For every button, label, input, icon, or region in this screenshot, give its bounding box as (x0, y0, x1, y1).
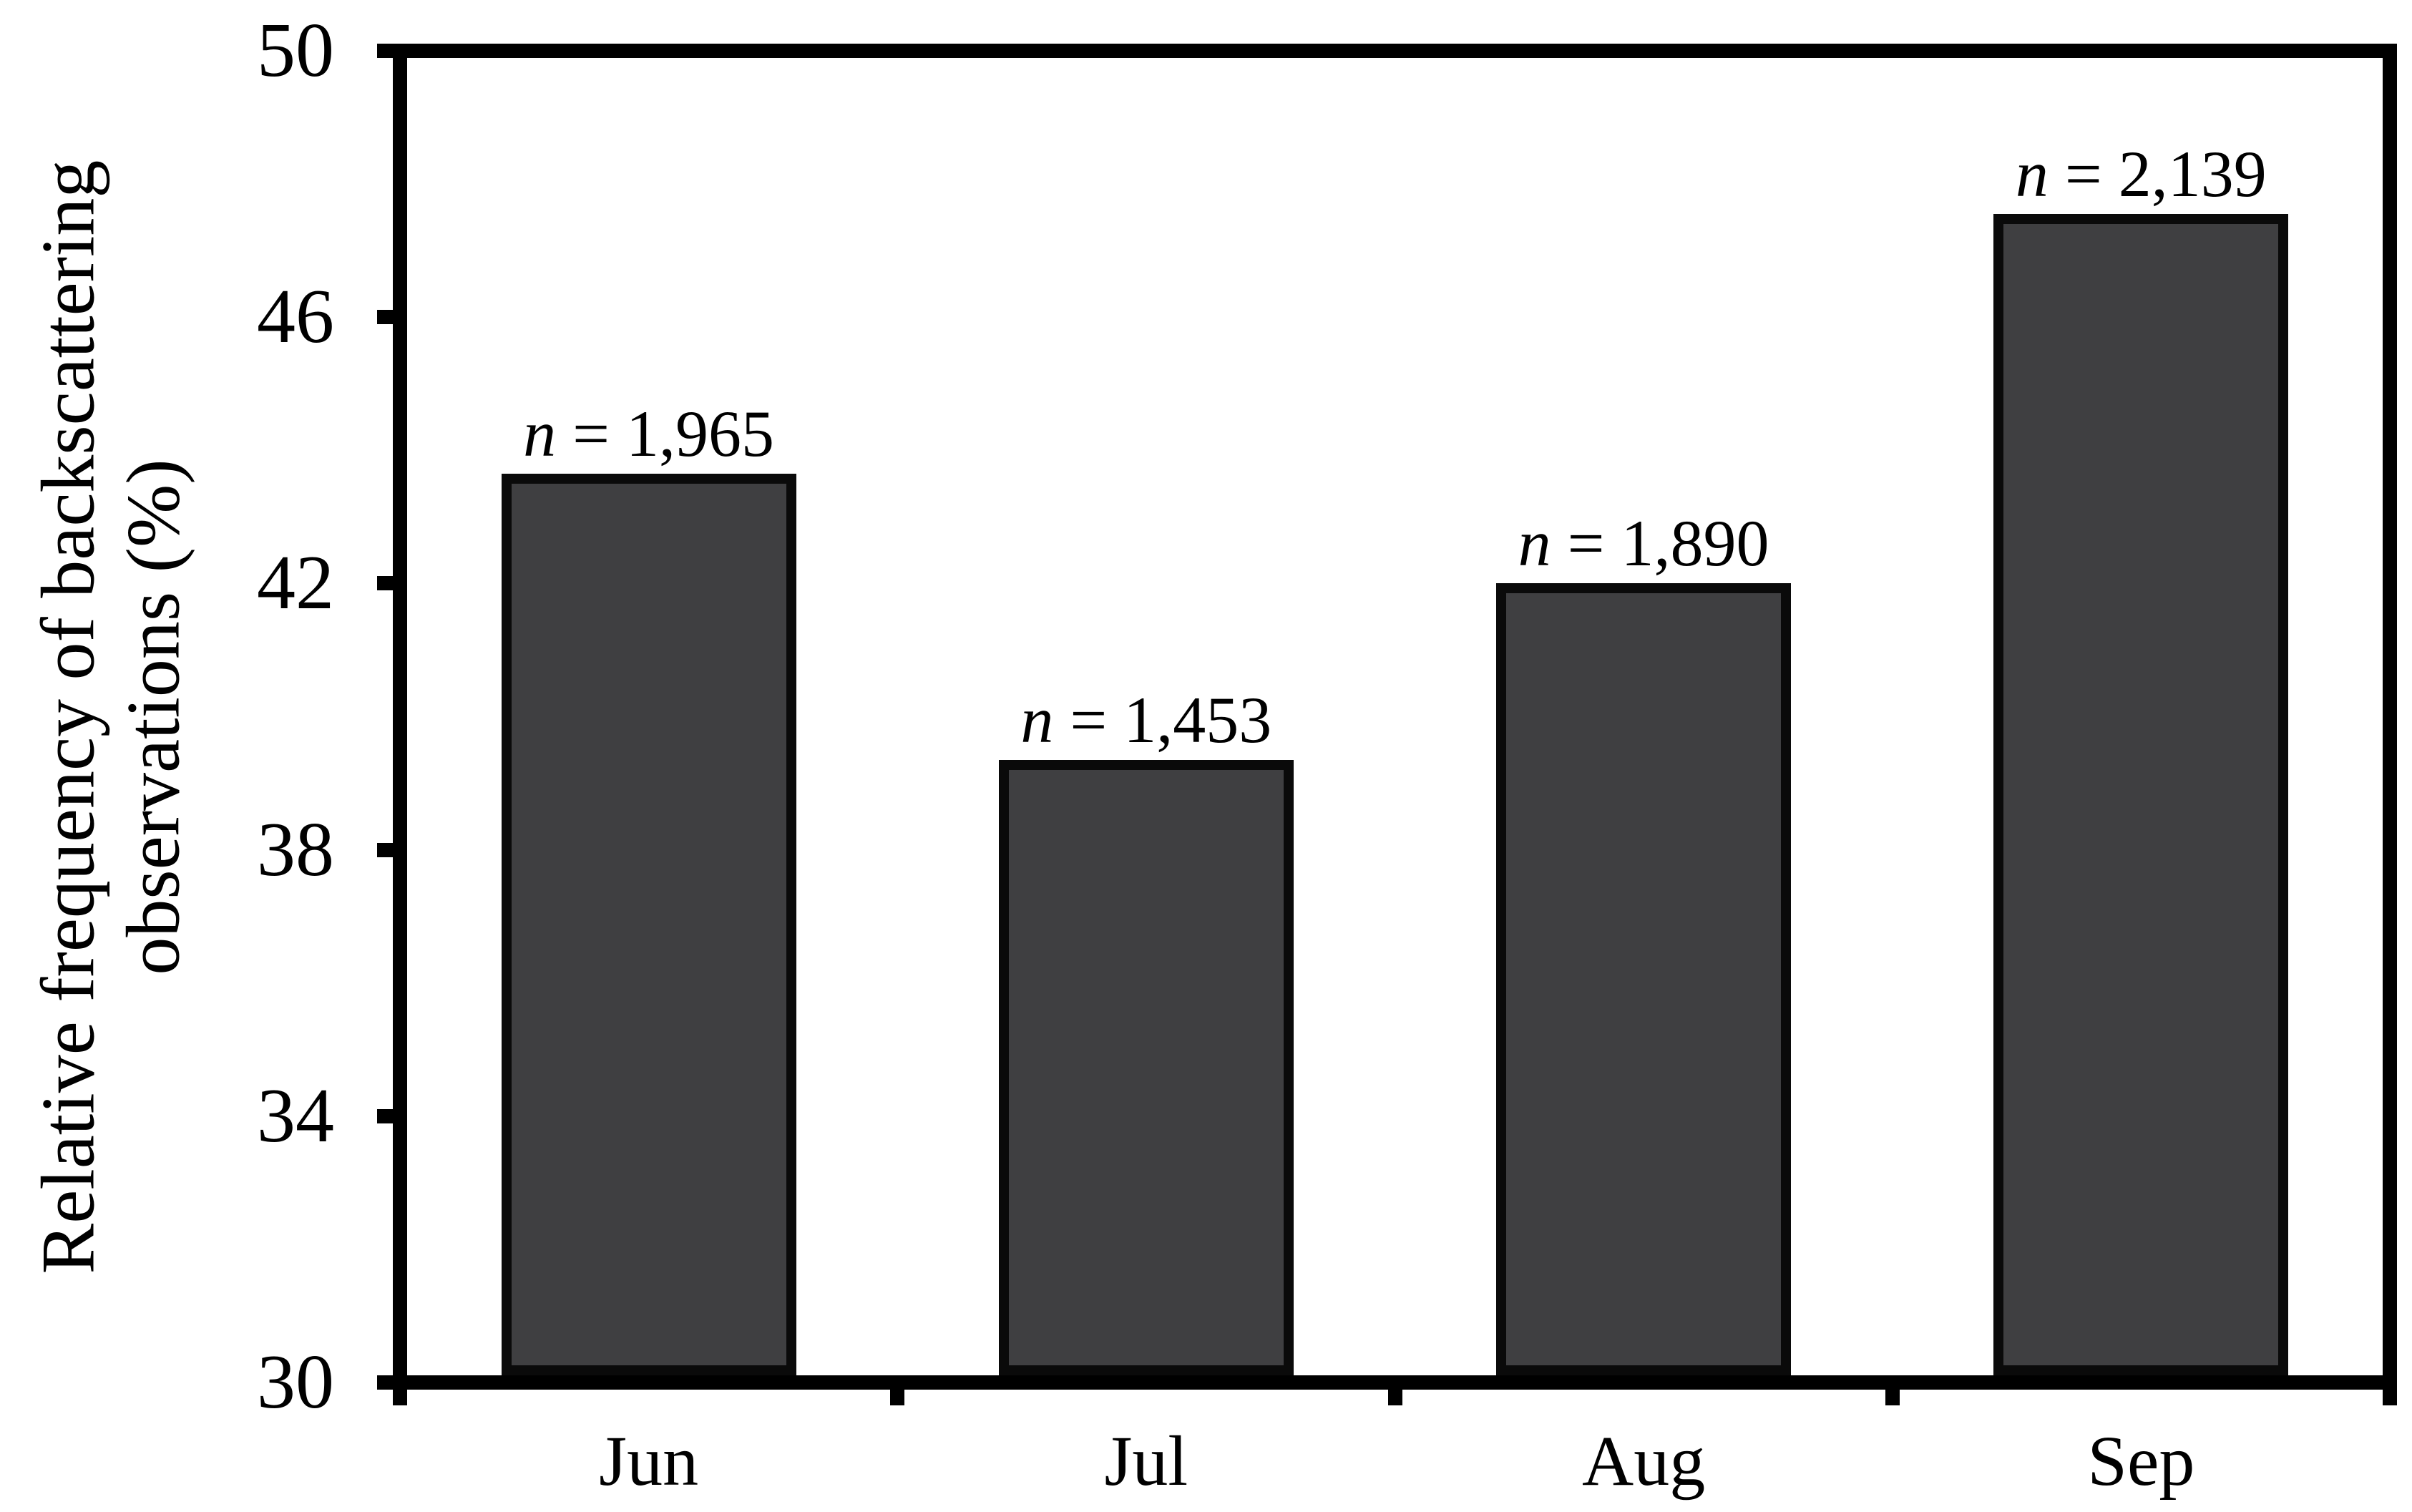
annotation-n-symbol: n (1020, 683, 1054, 756)
x-tick-mark-2 (1387, 1390, 1402, 1405)
y-tick-label-34: 34 (257, 1073, 334, 1159)
bar-annotation-aug: n = 1,890 (1518, 507, 1769, 580)
bar-annotation-sep: n = 2,139 (2015, 137, 2267, 210)
bar-sep (1993, 213, 2289, 1375)
bar-jun (501, 473, 796, 1375)
annotation-n-symbol: n (1518, 507, 1551, 580)
x-tick-mark-3 (1885, 1390, 1900, 1405)
y-tick-label-30: 30 (257, 1340, 334, 1425)
bar-jul (998, 759, 1294, 1375)
y-tick-label-50: 50 (257, 8, 334, 93)
plot-frame (393, 44, 2397, 1390)
y-tick-label-46: 46 (257, 274, 334, 360)
y-tick-mark-42 (377, 576, 393, 591)
y-tick-label-42: 42 (257, 540, 334, 626)
x-tick-label-jun: Jun (599, 1421, 699, 1501)
bar-annotation-jun: n = 1,965 (523, 396, 775, 470)
annotation-n-symbol: n (523, 396, 557, 470)
x-tick-mark-4 (2383, 1390, 2397, 1405)
x-tick-mark-0 (393, 1390, 407, 1405)
x-tick-label-aug: Aug (1582, 1421, 1706, 1501)
x-tick-label-jul: Jul (1104, 1421, 1188, 1501)
y-tick-mark-30 (377, 1375, 393, 1390)
x-tick-label-sep: Sep (2087, 1421, 2195, 1501)
y-tick-mark-50 (377, 44, 393, 58)
y-tick-mark-38 (377, 842, 393, 857)
x-tick-mark-1 (890, 1390, 905, 1405)
bar-annotation-jul: n = 1,453 (1020, 683, 1272, 756)
y-tick-mark-34 (377, 1108, 393, 1123)
y-tick-mark-46 (377, 310, 393, 325)
y-tick-label-38: 38 (257, 806, 334, 892)
bar-aug (1496, 583, 1792, 1375)
annotation-n-symbol: n (2015, 137, 2049, 210)
